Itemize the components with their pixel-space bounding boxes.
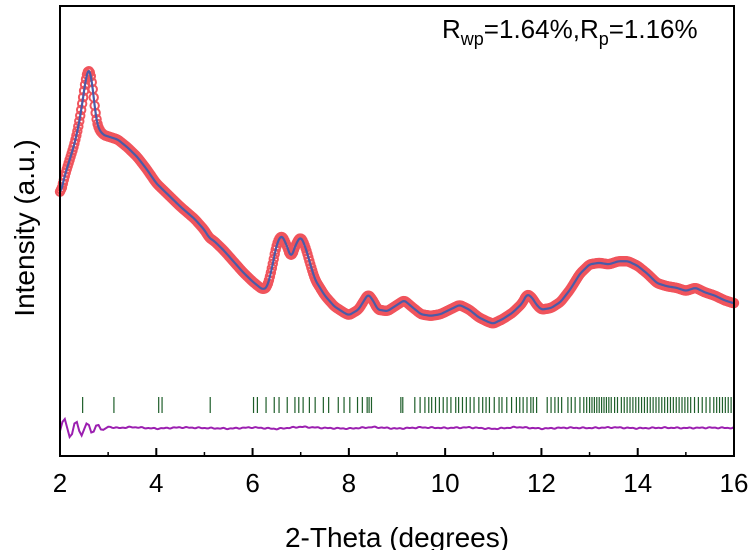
wp-value: =1.64%, <box>484 14 580 44</box>
p-value: =1.16% <box>609 14 698 44</box>
plot-frame <box>59 5 735 457</box>
x-tick-label: 16 <box>720 468 749 498</box>
x-tick-label: 4 <box>149 468 163 498</box>
x-tick-label: 6 <box>245 468 259 498</box>
bragg-ticks <box>82 397 732 413</box>
x-axis-label: 2-Theta (degrees) <box>285 522 509 550</box>
difference-line <box>59 416 735 440</box>
wp-subscript: wp <box>460 29 484 49</box>
calculated-line <box>59 69 735 325</box>
x-tick-label: 12 <box>527 468 556 498</box>
p-subscript: p <box>599 29 609 49</box>
axis-layer: 2 4 6 8 10 12 14 16 <box>53 5 749 498</box>
x-tick-label: 8 <box>342 468 356 498</box>
fit-quality-annotation: Rwp=1.64%,Rp=1.16% <box>442 14 698 49</box>
x-tick-label: 10 <box>431 468 460 498</box>
plot-layer <box>54 65 740 440</box>
r-symbol-p: R <box>580 14 599 44</box>
x-tick-label: 2 <box>53 468 67 498</box>
y-axis-label: Intensity (a.u.) <box>9 139 40 316</box>
observed-points <box>54 65 740 329</box>
x-tick-label: 14 <box>623 468 652 498</box>
r-symbol-wp: R <box>442 14 461 44</box>
